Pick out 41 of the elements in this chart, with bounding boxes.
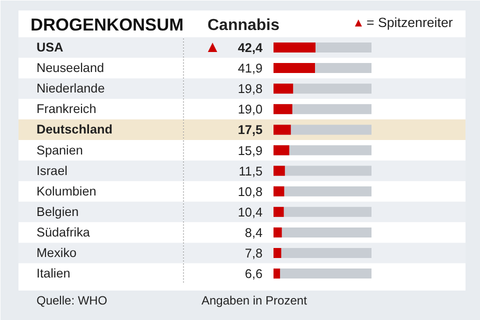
bar (274, 84, 294, 94)
data-label: 19,8 (238, 82, 263, 96)
data-label: 42,4 (238, 41, 263, 55)
text: = Spitzenreiter (366, 15, 454, 30)
chart-subtitle: Cannabis (208, 17, 280, 34)
bar (274, 268, 280, 279)
data-label: 10,4 (238, 205, 263, 220)
data-label: 7,8 (244, 246, 263, 260)
bar (274, 206, 284, 217)
y-tick-label: Belgien (36, 204, 79, 219)
y-tick-label: Israel (36, 164, 68, 178)
data-label: 6,6 (244, 267, 263, 282)
bar (274, 227, 282, 238)
bar (274, 248, 282, 258)
text: ▲ (204, 39, 220, 56)
data-label: 19,0 (238, 102, 263, 117)
y-tick-label: Frankreich (36, 102, 96, 116)
y-tick-label: USA (36, 40, 64, 54)
bar (274, 166, 285, 176)
text: ▲ (352, 16, 364, 30)
y-tick-label: Neuseeland (36, 61, 104, 76)
data-label: 10,8 (238, 184, 263, 199)
data-label: 41,9 (238, 62, 263, 76)
y-tick-label: Südafrika (36, 225, 91, 240)
data-label: 8,4 (244, 226, 263, 240)
text: Angaben in Prozent (202, 294, 308, 308)
bar (274, 186, 284, 196)
y-tick-label: Niederlande (36, 82, 105, 96)
data-label: 15,9 (238, 144, 263, 158)
bar (274, 145, 290, 156)
y-tick-label: Italien (36, 266, 70, 281)
bar (274, 124, 291, 135)
data-label: 11,5 (238, 164, 263, 178)
y-tick-label: Mexiko (36, 246, 77, 260)
source-note: Quelle: WHO (36, 294, 108, 308)
y-tick-label: Kolumbien (36, 184, 96, 198)
text: DROGENKONSUM (30, 14, 184, 34)
y-tick-label: Spanien (36, 143, 83, 158)
bar (274, 104, 292, 114)
y-tick-label: Deutschland (36, 122, 112, 137)
data-label: 17,5 (238, 123, 263, 138)
